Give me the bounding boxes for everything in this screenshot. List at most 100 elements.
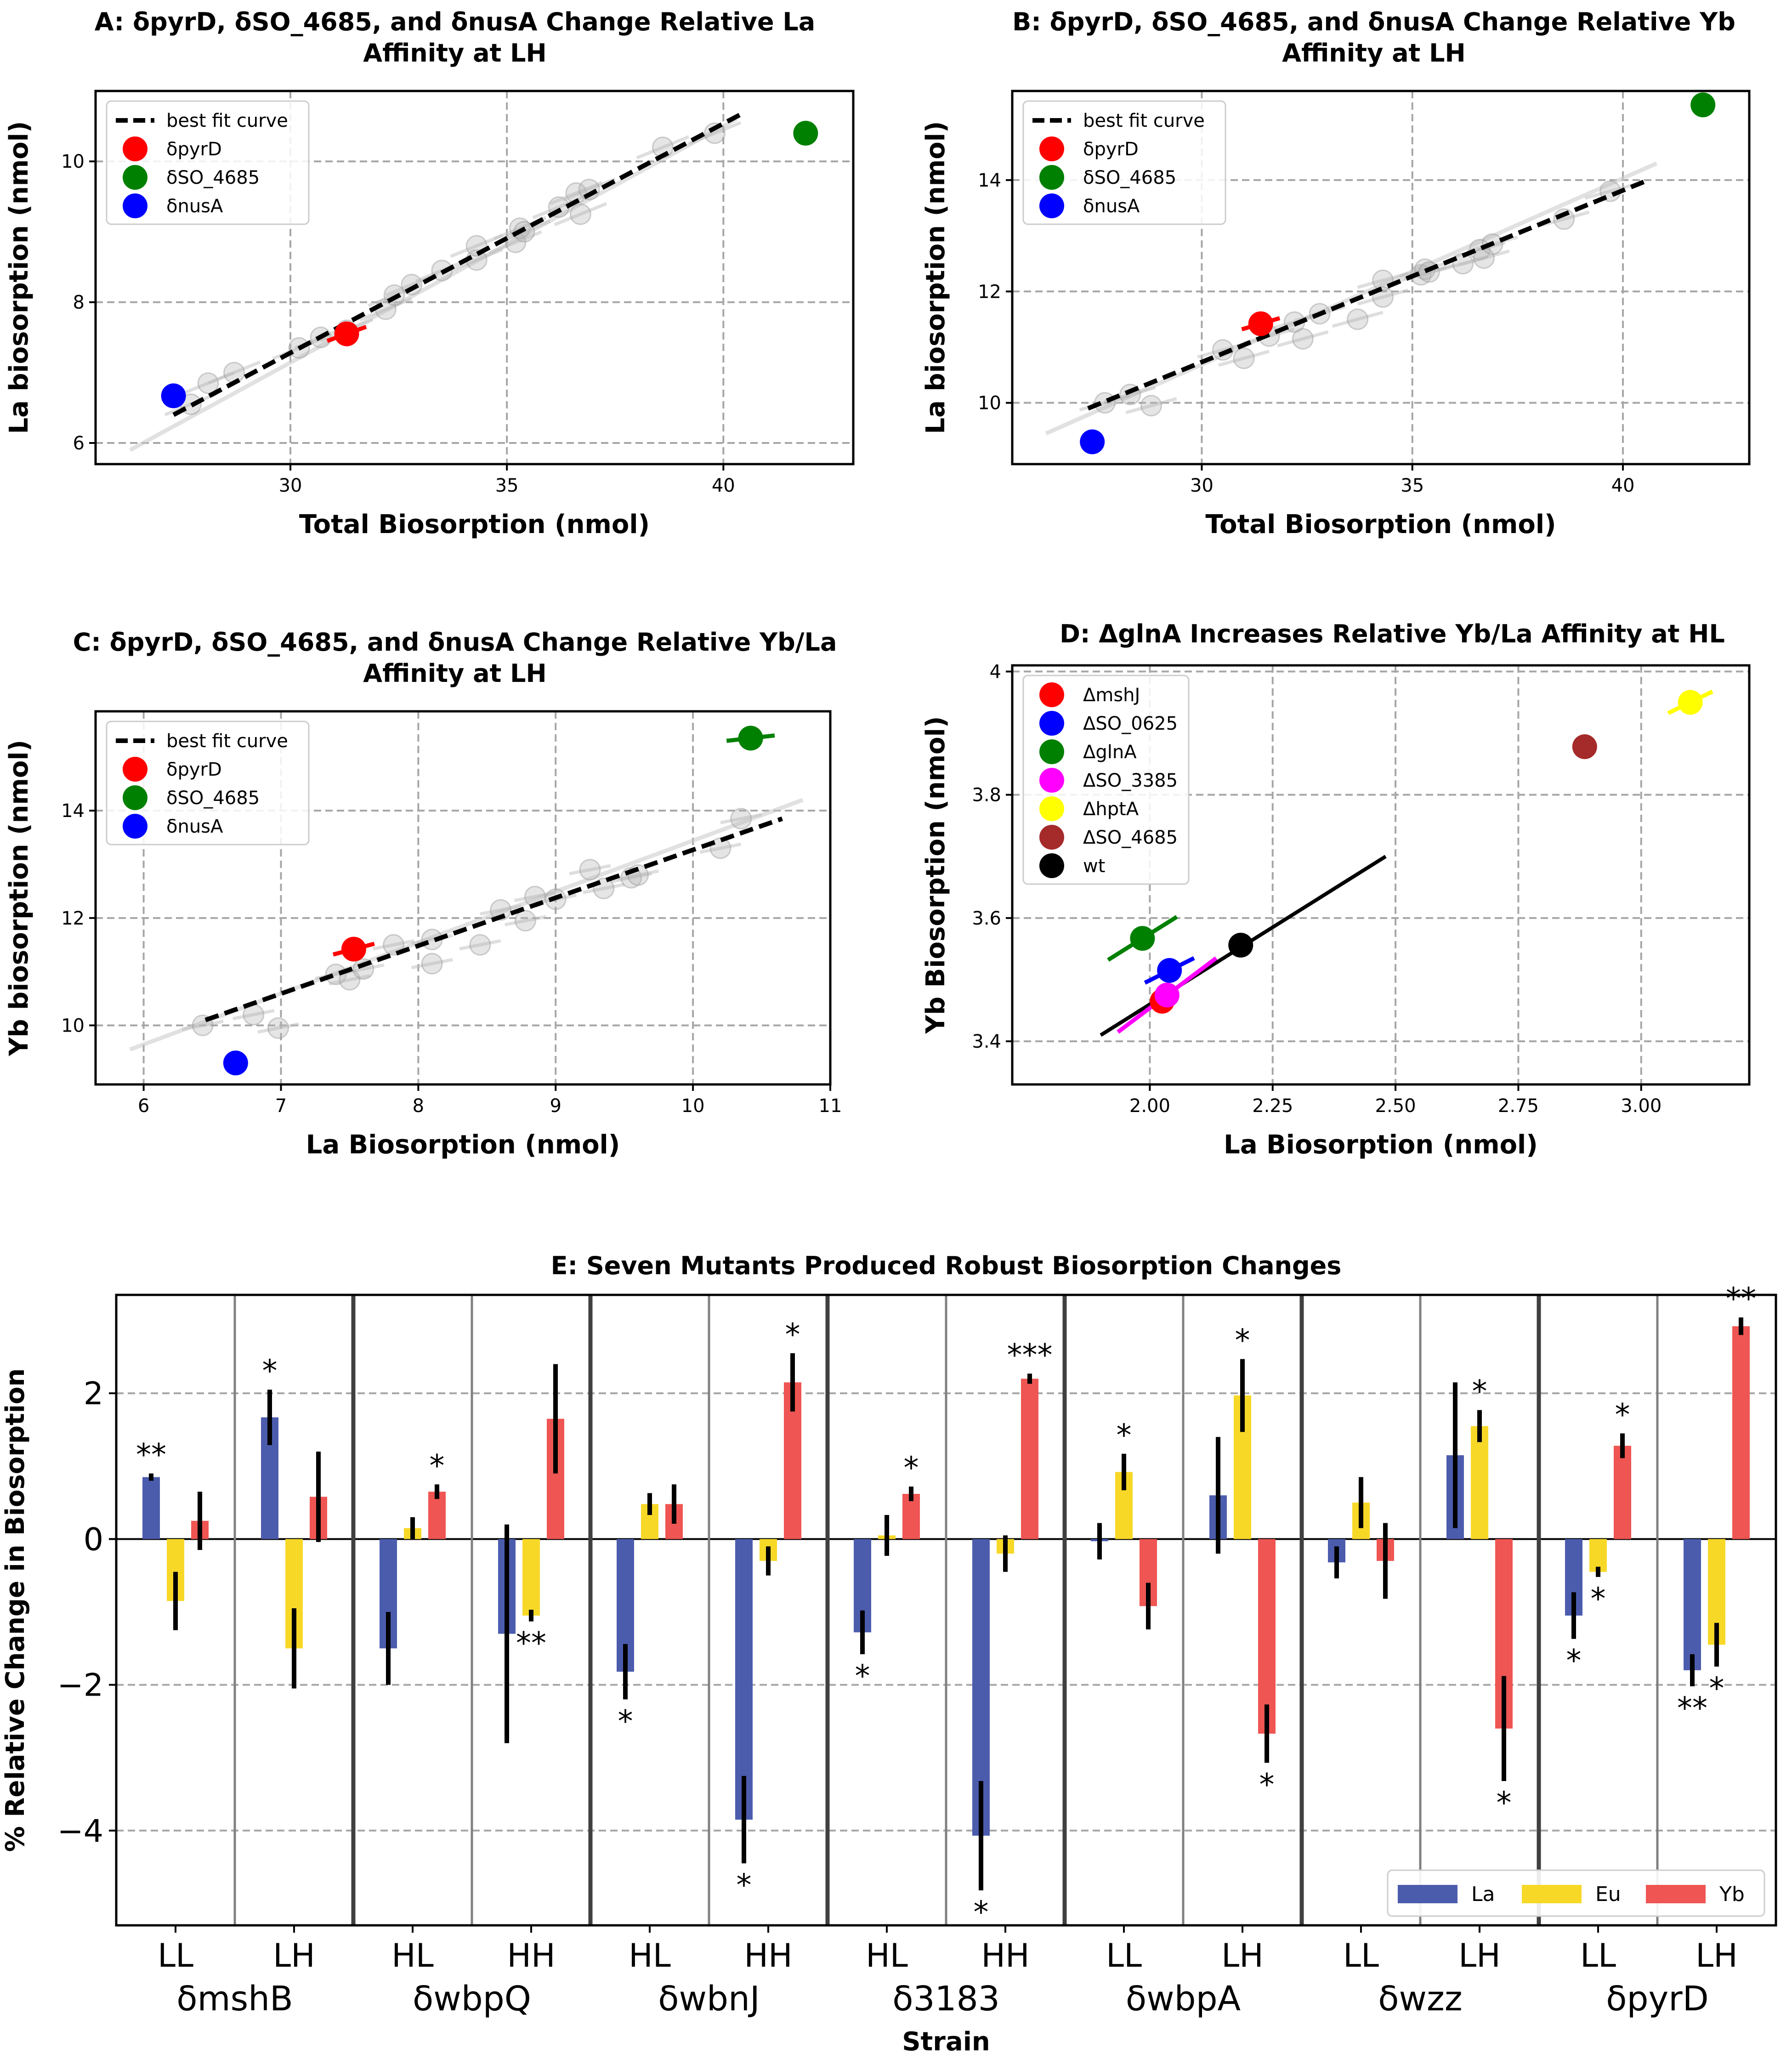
- condition-label: LH: [1458, 1937, 1501, 1975]
- significance-marker: *: [974, 1895, 989, 1930]
- background-point-bar: [329, 974, 371, 986]
- condition-label: HL: [391, 1937, 434, 1975]
- y-tick-label: 3.6: [972, 908, 1001, 929]
- series-point: [1248, 311, 1273, 336]
- panel-B: 30 35 40 10 12 14 B: δpyrD, δSO_4685, and δnus…: [921, 7, 1751, 539]
- bar-eu: [1589, 1539, 1607, 1572]
- legend-label: ΔhptA: [1083, 799, 1139, 820]
- significance-marker: *: [618, 1703, 633, 1739]
- background-point-bar: [450, 248, 504, 272]
- best-fit-line: [172, 110, 746, 417]
- legend-marker: [1039, 768, 1064, 793]
- x-axis-label: La Biosorption (nmol): [306, 1130, 620, 1160]
- strain-label: δ3183: [892, 1979, 1000, 2019]
- y-tick-label: 6: [73, 433, 85, 454]
- background-point-bar: [514, 891, 556, 902]
- background-point-bar: [1332, 311, 1384, 328]
- background-point-bar: [411, 958, 453, 970]
- legend-label: δSO_4685: [166, 788, 260, 809]
- legend-label: La: [1471, 1883, 1495, 1906]
- series-point: [1678, 690, 1703, 715]
- background-point-bar: [207, 360, 261, 385]
- y-axis-label: Yb Biosorption (nmol): [921, 716, 951, 1034]
- x-tick-label: 35: [1401, 475, 1424, 496]
- legend-label: ΔSO_3385: [1083, 770, 1178, 791]
- background-point: [579, 859, 601, 881]
- panel-D: 2.00 2.25 2.50 2.75 3.00 3.4 3.6 3.8 4 D: ΔglnA I…: [921, 619, 1751, 1160]
- chart-title: C: δpyrD, δSO_4685, and δnusA Change Rel…: [73, 628, 837, 657]
- bar-eu: [522, 1539, 540, 1616]
- y-tick-label: 14: [61, 800, 85, 822]
- legend-box: [106, 721, 310, 845]
- significance-marker: *: [737, 1867, 752, 1903]
- significance-marker: **: [1726, 1281, 1756, 1316]
- legend-label: ΔSO_4685: [1083, 827, 1178, 848]
- x-axis-label: Strain: [902, 2027, 990, 2057]
- legend-label: ΔglnA: [1083, 742, 1137, 763]
- background-point: [490, 899, 512, 921]
- axes-frame: [1011, 90, 1751, 465]
- legend-marker: [123, 136, 147, 161]
- condition-label: LH: [1696, 1937, 1738, 1975]
- y-tick-label: 3.8: [972, 785, 1001, 806]
- background-point: [1140, 395, 1162, 417]
- axes-frame: [94, 710, 832, 1086]
- background-point: [267, 1017, 289, 1039]
- background-point: [513, 221, 535, 243]
- x-tick-label: 30: [1190, 475, 1214, 496]
- background-trend-line: [129, 798, 804, 1052]
- y-tick-label: −4: [57, 1813, 103, 1850]
- y-tick-label: 0: [84, 1521, 103, 1558]
- legend-label: δSO_4685: [166, 167, 260, 188]
- legend-marker: [1039, 825, 1064, 850]
- background-point-bar: [720, 813, 762, 824]
- chart-title: Affinity at LH: [363, 39, 546, 68]
- series-point: [738, 726, 763, 751]
- significance-marker: *: [1497, 1785, 1512, 1821]
- legend-marker: [123, 814, 147, 839]
- legend-label: δnusA: [166, 196, 223, 217]
- background-point-bar: [1125, 397, 1177, 414]
- strain-label: δmshB: [176, 1979, 293, 2019]
- axes-frame: [94, 90, 855, 465]
- background-point-bar: [617, 869, 659, 881]
- chart-title: A: δpyrD, δSO_4685, and δnusA Change Rel…: [95, 7, 815, 36]
- y-tick-label: 12: [61, 908, 85, 929]
- bar-yb: [1614, 1446, 1631, 1539]
- y-tick-label: −2: [57, 1668, 103, 1704]
- significance-marker: *: [1709, 1671, 1724, 1706]
- series-point: [1228, 932, 1253, 958]
- y-tick-label: 10: [978, 393, 1001, 414]
- legend-marker: [1039, 165, 1064, 190]
- legend-swatch: [1398, 1885, 1457, 1903]
- legend-label: δpyrD: [166, 139, 222, 160]
- background-point: [1233, 347, 1255, 369]
- chart-title: Affinity at LH: [1282, 39, 1465, 68]
- legend-marker: [1039, 853, 1064, 878]
- condition-label: HH: [744, 1937, 792, 1975]
- legend-label: Eu: [1595, 1883, 1621, 1906]
- background-point-bar: [1357, 288, 1409, 306]
- x-tick-label: 30: [279, 475, 302, 496]
- bar-la: [142, 1477, 160, 1539]
- significance-marker: *: [262, 1353, 278, 1389]
- background-point-bar: [359, 297, 413, 322]
- background-point: [223, 362, 245, 384]
- y-tick-label: 10: [61, 151, 85, 172]
- y-axis-label: La biosorption (nmol): [921, 121, 951, 434]
- legend-label: δpyrD: [166, 759, 222, 780]
- bar-yb: [1732, 1326, 1750, 1539]
- series-point: [1157, 958, 1182, 983]
- axes-frame: [1011, 664, 1751, 1086]
- legend-swatch: [1646, 1885, 1706, 1903]
- background-point-bar: [583, 883, 625, 894]
- background-trend-line: [129, 117, 737, 452]
- legend-label: δSO_4685: [1083, 167, 1176, 188]
- background-point-bar: [233, 1009, 275, 1021]
- x-tick-label: 40: [1611, 475, 1635, 496]
- significance-marker: *: [1235, 1323, 1250, 1358]
- condition-label: LL: [1343, 1937, 1379, 1975]
- background-point: [514, 910, 536, 932]
- significance-marker: *: [785, 1317, 800, 1352]
- legend-marker: [123, 193, 147, 218]
